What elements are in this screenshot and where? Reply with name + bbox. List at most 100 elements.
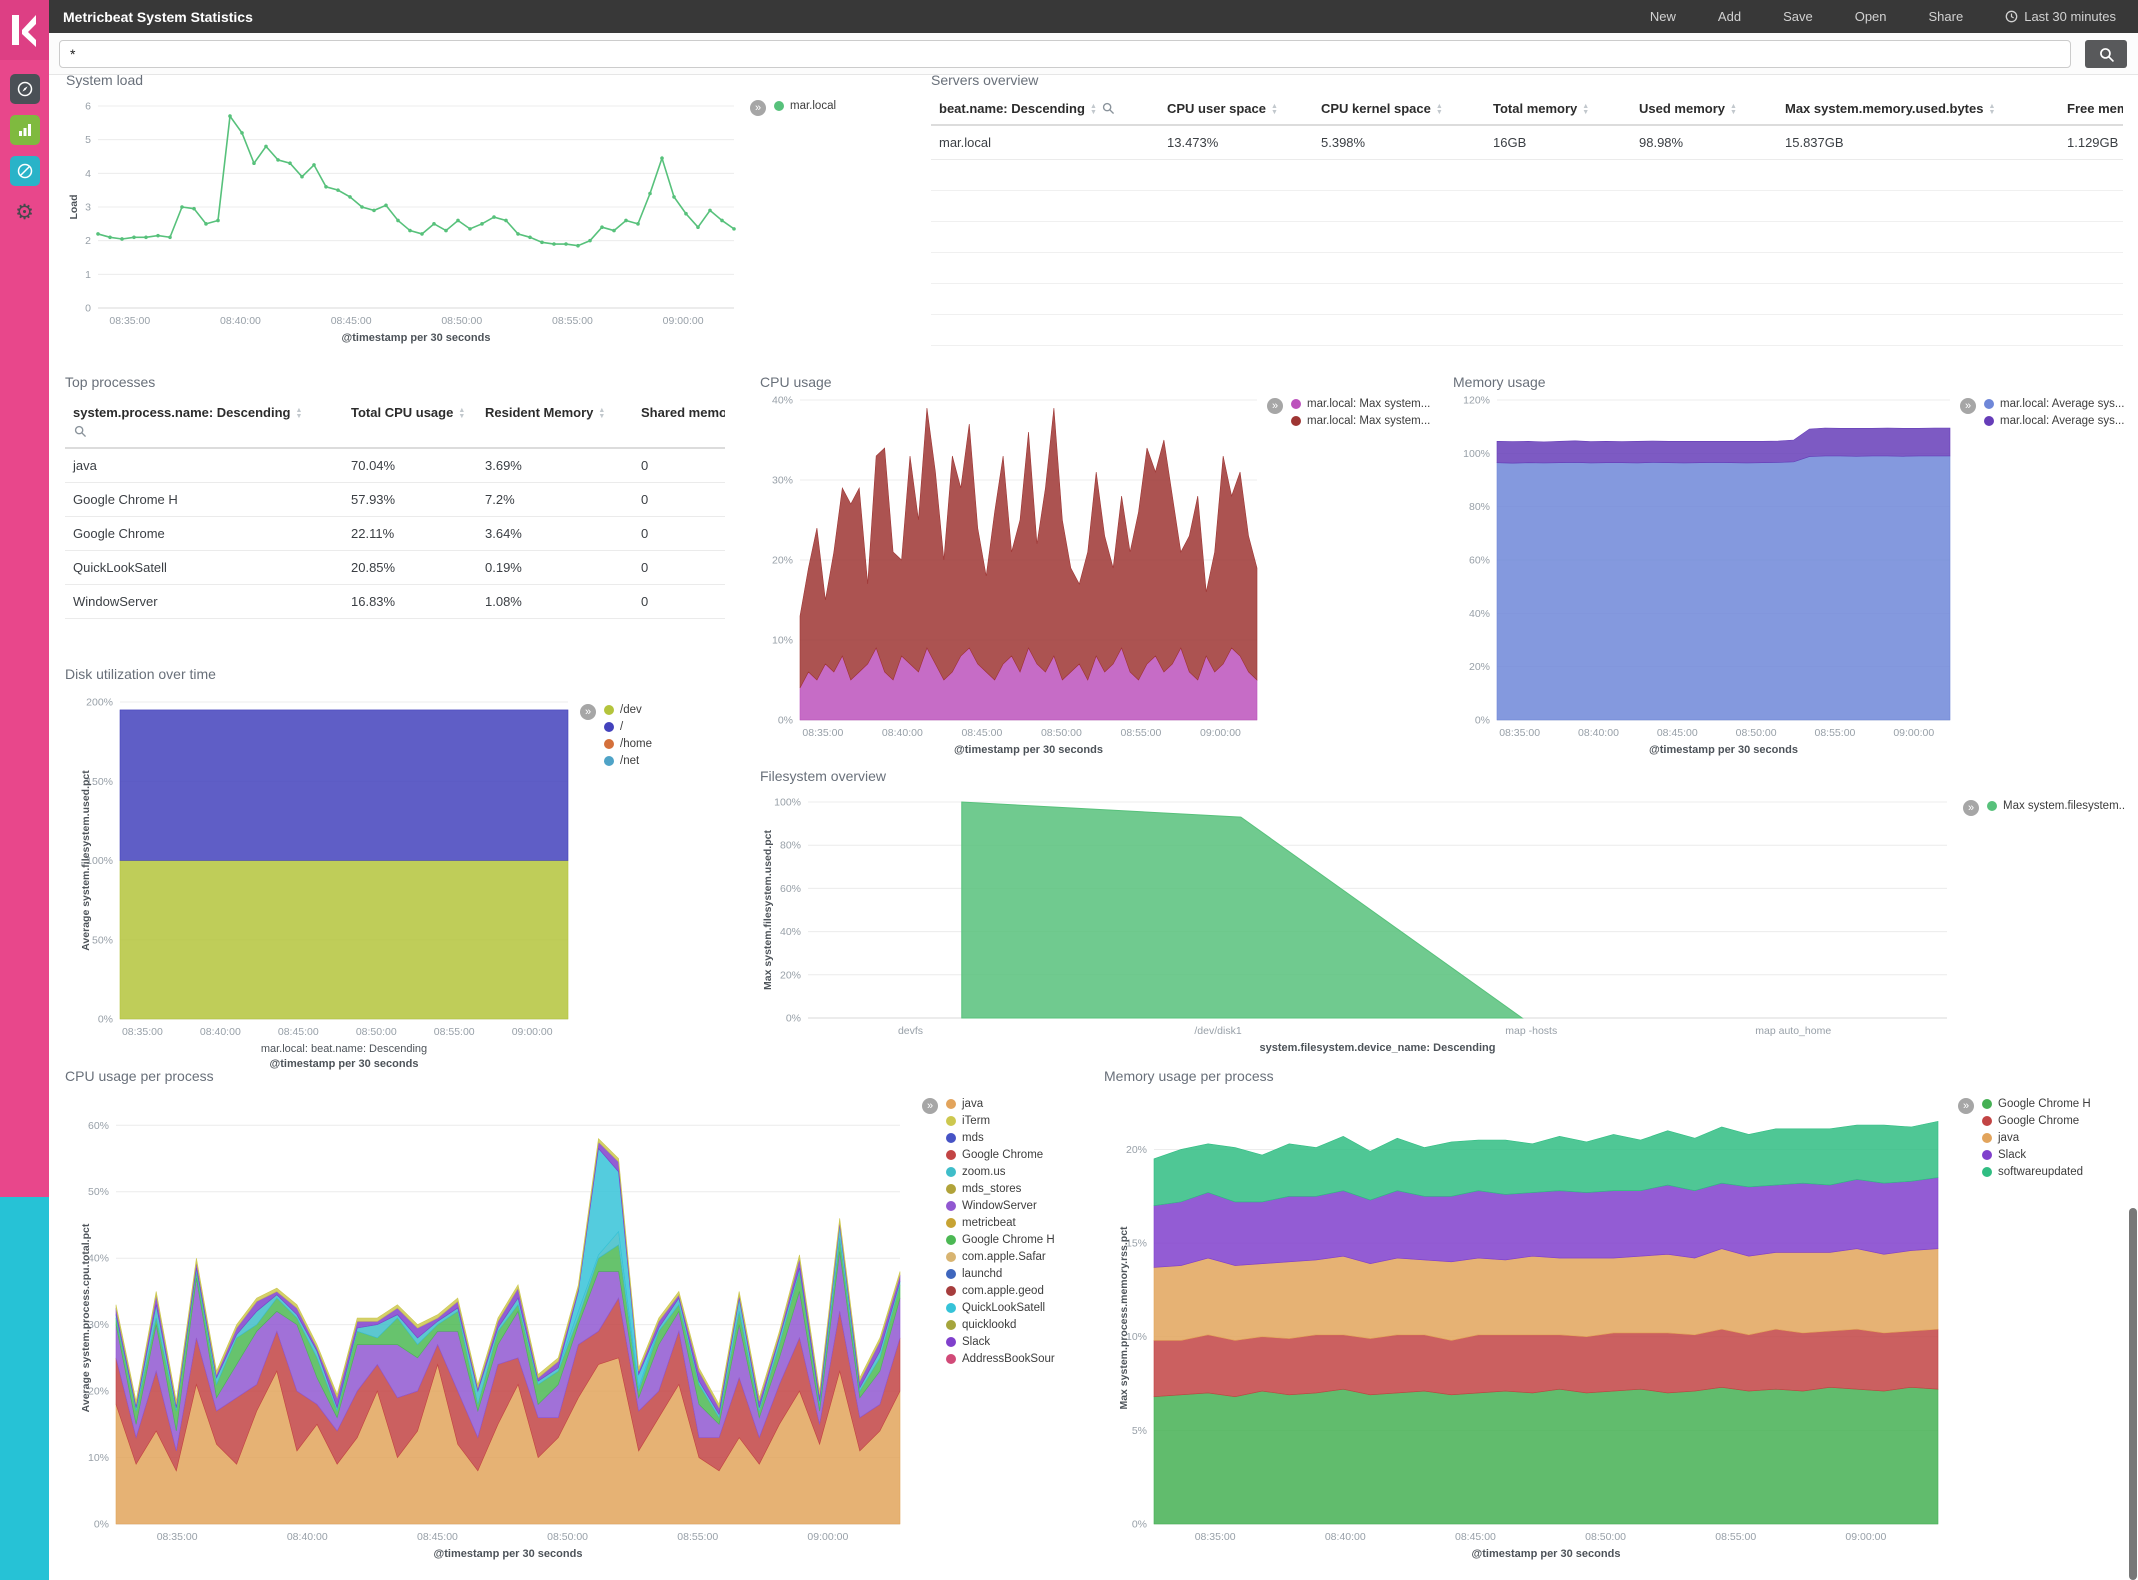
legend-item[interactable]: mar.local: Average sys...	[1984, 415, 2128, 427]
legend-item[interactable]: Slack	[1982, 1149, 2128, 1161]
legend-item[interactable]: mds	[946, 1132, 1072, 1144]
sort-icon[interactable]: ▲ ▼	[1582, 102, 1590, 116]
system-load-legend: » mar.local	[750, 100, 930, 117]
column-header[interactable]: Used memory ▲ ▼	[1631, 94, 1777, 127]
table-header-row: beat.name: Descending ▲ ▼ CPU user space ▲ ▼ C…	[931, 94, 2123, 127]
legend-item[interactable]: QuickLookSatell	[946, 1302, 1072, 1314]
column-header-label: CPU kernel space	[1321, 101, 1431, 116]
legend-item[interactable]: /dev	[604, 704, 730, 716]
sort-icon[interactable]: ▲ ▼	[1988, 102, 1996, 116]
column-header[interactable]: Resident Memory ▲ ▼	[477, 398, 633, 449]
legend-item[interactable]: /home	[604, 738, 730, 750]
legend-item[interactable]: Max system.filesystem...	[1987, 800, 2125, 812]
clock-icon	[2005, 10, 2018, 23]
sort-icon[interactable]: ▲ ▼	[598, 406, 606, 420]
panel-title: CPU usage per process	[65, 1068, 214, 1084]
sort-icon[interactable]: ▲ ▼	[458, 406, 466, 420]
system-load-chart[interactable]: 0 1 2 3 4 5 6 08:35:00 08:40:00 08:45:00 08:50:00 0…	[66, 96, 746, 358]
legend-toggle-icon[interactable]: »	[922, 1098, 938, 1114]
search-button[interactable]	[2085, 40, 2127, 68]
menu-share[interactable]: Share	[1928, 9, 1964, 24]
menu-open[interactable]: Open	[1854, 9, 1887, 24]
disk-utilization-chart[interactable]: 0% 50% 100% 150% 200% 08:35:00 08:40:00 08:45:0…	[78, 694, 578, 1089]
legend-toggle-icon[interactable]: »	[1958, 1098, 1974, 1114]
legend-item[interactable]: zoom.us	[946, 1166, 1072, 1178]
legend-item[interactable]: WindowServer	[946, 1200, 1072, 1212]
sidebar-item-visualize[interactable]	[9, 115, 40, 145]
legend-item[interactable]: Google Chrome H	[1982, 1098, 2128, 1110]
legend-toggle-icon[interactable]: »	[1267, 398, 1283, 414]
legend-item[interactable]: com.apple.Safar	[946, 1251, 1072, 1263]
legend-item[interactable]: mar.local	[774, 100, 930, 112]
sidebar-item-settings[interactable]: ⚙	[10, 197, 40, 227]
legend-item[interactable]: Google Chrome H	[946, 1234, 1072, 1246]
legend-toggle-icon[interactable]: »	[580, 704, 596, 720]
filter-search-icon[interactable]	[1102, 102, 1114, 117]
panel-disk-utilization: Disk utilization over time 0% 50% 100% 150%…	[60, 664, 750, 1074]
column-header-label: Free memory	[2067, 101, 2123, 116]
legend-toggle-icon[interactable]: »	[1960, 398, 1976, 414]
column-header[interactable]: Max system.memory.used.bytes ▲ ▼	[1777, 94, 2059, 127]
series-area	[1153, 1328, 1939, 1397]
legend-item[interactable]: Slack	[946, 1336, 1072, 1348]
legend-item[interactable]: Google Chrome	[1982, 1115, 2128, 1127]
sort-icon[interactable]: ▲ ▼	[1089, 102, 1097, 116]
svg-text:100%: 100%	[774, 797, 801, 809]
legend-item[interactable]: mar.local: Max system...	[1291, 398, 1447, 410]
gear-icon: ⚙	[15, 200, 34, 224]
sort-icon[interactable]: ▲ ▼	[1729, 102, 1737, 116]
table-empty-cell	[931, 190, 2123, 223]
sort-icon[interactable]: ▲ ▼	[1435, 102, 1443, 116]
panel-title: System load	[66, 72, 144, 88]
scrollbar-thumb[interactable]	[2129, 1208, 2137, 1580]
cpu-usage-chart[interactable]: 0% 10% 20% 30% 40% 08:35:00 08:40:00 08:45:00 08…	[760, 392, 1265, 772]
legend-toggle-icon[interactable]: »	[750, 100, 766, 116]
legend-item[interactable]: com.apple.geod	[946, 1285, 1072, 1297]
legend-item[interactable]: /net	[604, 755, 730, 767]
chart-canvas: 0%5%10%15%20%08:35:00 08:40:00 08:45:00 08:…	[1118, 1120, 1939, 1560]
menu-new[interactable]: New	[1649, 9, 1676, 24]
legend-item[interactable]: mds_stores	[946, 1183, 1072, 1195]
sort-icon[interactable]: ▲ ▼	[1271, 102, 1278, 116]
column-header[interactable]: beat.name: Descending ▲ ▼	[931, 94, 1159, 127]
svg-text:100%: 100%	[86, 855, 113, 867]
filesystem-overview-chart[interactable]: 0% 20% 40% 60% 80% 100% devfs/dev/disk1 map -ho…	[760, 780, 1955, 1080]
legend-item[interactable]: iTerm	[946, 1115, 1072, 1127]
sidebar-item-discover[interactable]	[9, 74, 40, 104]
legend-item[interactable]: Google Chrome	[946, 1149, 1072, 1161]
legend-item[interactable]: mar.local: Max system...	[1291, 415, 1447, 427]
cpu-per-process-chart[interactable]: 0% 10% 20% 30% 40% 50% 60% 08:35:00 08:40:00 08:4…	[78, 1094, 908, 1572]
column-header[interactable]: Free memory▲▼	[2059, 94, 2123, 127]
column-header[interactable]: Total memory ▲ ▼	[1485, 94, 1631, 127]
query-input[interactable]	[59, 40, 2071, 68]
svg-text:09:00:00: 09:00:00	[512, 1026, 553, 1038]
legend-item[interactable]: quicklookd	[946, 1319, 1072, 1331]
menu-save[interactable]: Save	[1783, 9, 1813, 24]
legend-item[interactable]: java	[946, 1098, 1072, 1110]
sidebar-item-dashboard[interactable]	[9, 156, 40, 186]
column-header[interactable]: CPU user space ▲ ▼	[1159, 94, 1313, 127]
table-cell: 1.08%	[477, 584, 633, 619]
legend-item[interactable]: launchd	[946, 1268, 1072, 1280]
legend-item[interactable]: metricbeat	[946, 1217, 1072, 1229]
legend-item[interactable]: /	[604, 721, 730, 733]
time-picker[interactable]: Last 30 minutes	[2005, 9, 2116, 24]
menu-add[interactable]: Add	[1717, 9, 1742, 24]
legend-item[interactable]: AddressBookSour	[946, 1353, 1072, 1365]
column-header[interactable]: Total CPU usage ▲ ▼	[343, 398, 477, 449]
column-header[interactable]: Shared memory▲▼	[633, 398, 725, 449]
sort-icon[interactable]: ▲ ▼	[295, 406, 303, 420]
svg-text:08:40:00: 08:40:00	[1325, 1531, 1366, 1543]
legend-item[interactable]: java	[1982, 1132, 2128, 1144]
panel-memory-usage: Memory usage 0% 20% 40% 60% 80% 100% 120% 08:35…	[1448, 372, 2130, 777]
column-header[interactable]: system.process.name: Descending ▲ ▼	[65, 398, 343, 449]
svg-text:Average system.filesystem.used: Average system.filesystem.used.pct	[80, 770, 92, 951]
filter-search-icon[interactable]	[74, 425, 335, 440]
legend-item[interactable]: softwareupdated	[1982, 1166, 2128, 1178]
column-header[interactable]: CPU kernel space ▲ ▼	[1313, 94, 1485, 127]
memory-per-process-chart[interactable]: 0% 5% 10% 15% 20% 08:35:00 08:40:00 08:45:00 08:…	[1116, 1094, 1946, 1572]
kibana-logo[interactable]	[0, 0, 49, 60]
legend-item[interactable]: mar.local: Average sys...	[1984, 398, 2128, 410]
legend-toggle-icon[interactable]: »	[1963, 800, 1979, 816]
memory-usage-chart[interactable]: 0% 20% 40% 60% 80% 100% 120% 08:35:00 08:40:00 08…	[1453, 392, 1958, 772]
